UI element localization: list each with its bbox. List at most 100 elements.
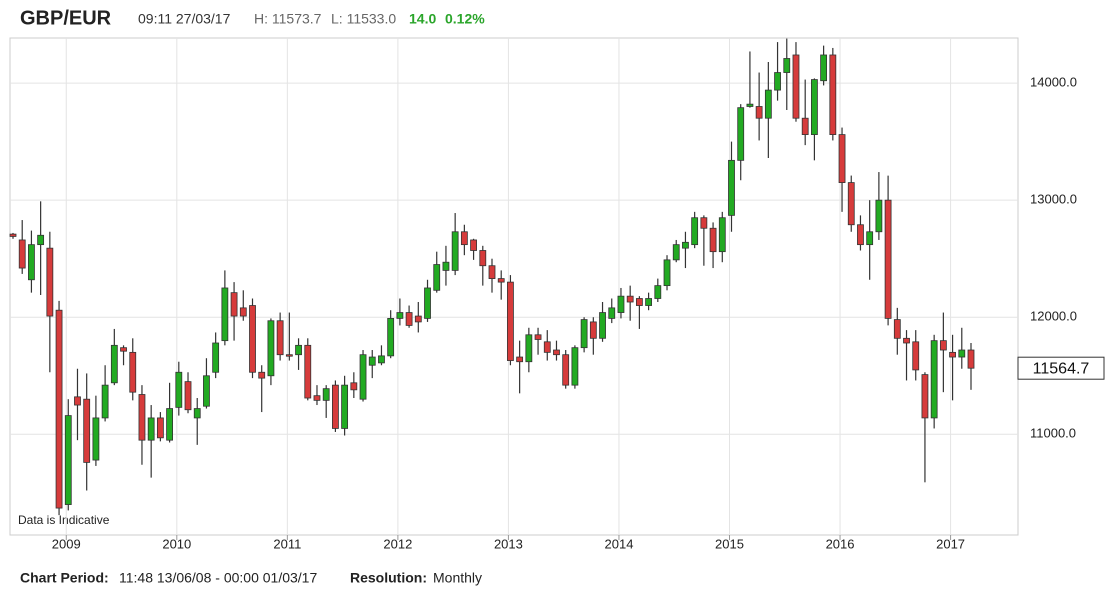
candle-body xyxy=(608,307,616,319)
candle-body xyxy=(101,384,109,419)
candle-body xyxy=(479,250,487,267)
candle-body xyxy=(9,233,17,237)
candle-body xyxy=(737,107,745,161)
y-tick-label: 14000.0 xyxy=(1030,75,1077,90)
candle-body xyxy=(18,239,26,269)
candle-body xyxy=(249,305,256,373)
candle-body xyxy=(156,417,164,439)
candle-body xyxy=(820,54,828,82)
candle-body xyxy=(875,199,883,233)
candle-body xyxy=(64,415,72,505)
candle-body xyxy=(193,408,201,419)
candle-body xyxy=(829,54,837,135)
x-tick-label: 2016 xyxy=(826,536,855,551)
candle-body xyxy=(893,319,901,339)
candle-body xyxy=(930,340,938,419)
candle-body xyxy=(92,417,100,461)
period: 11:48 13/06/08 - 00:00 01/03/17 xyxy=(119,570,317,586)
x-tick-label: 2015 xyxy=(715,536,744,551)
x-tick-label: 2011 xyxy=(273,536,301,551)
candle-body xyxy=(460,231,468,246)
candle-body xyxy=(129,351,137,393)
change: 14.0 xyxy=(409,11,436,27)
candle-body xyxy=(617,295,625,313)
candle-body xyxy=(433,264,441,291)
last-price: 11564.7 xyxy=(1033,360,1090,377)
change-pct: 0.12% xyxy=(445,11,485,27)
candle-body xyxy=(562,354,570,386)
candle-body xyxy=(682,241,689,249)
candle-body xyxy=(28,244,35,281)
candle-body xyxy=(212,342,220,373)
candle-body xyxy=(801,117,809,135)
candle-body xyxy=(534,334,542,340)
candle-body xyxy=(332,384,339,429)
candle-body xyxy=(589,321,597,339)
candle-body xyxy=(322,388,330,401)
candle-body xyxy=(166,408,173,441)
candle-body xyxy=(175,371,183,408)
candle-body xyxy=(285,354,293,357)
candle-body xyxy=(276,320,284,356)
x-tick-label: 2014 xyxy=(605,536,634,551)
x-tick-label: 2017 xyxy=(936,536,965,551)
candle-body xyxy=(378,355,385,364)
annotation: Data is Indicative xyxy=(18,513,110,527)
candle-body xyxy=(138,394,146,441)
plot-frame xyxy=(9,37,1019,536)
candle-body xyxy=(525,334,533,363)
candle-body xyxy=(645,298,652,306)
candle-body xyxy=(580,319,588,349)
candle-body xyxy=(700,217,708,229)
candle-body xyxy=(553,349,560,356)
candle-body xyxy=(746,103,754,107)
candle-body xyxy=(792,54,800,119)
y-tick-label: 12000.0 xyxy=(1030,309,1077,324)
candle-body xyxy=(37,234,45,246)
candle-body xyxy=(866,231,874,246)
high: H: 11573.7 xyxy=(254,11,322,27)
candle-body xyxy=(258,371,266,379)
candle-body xyxy=(838,134,846,183)
candle-body xyxy=(599,312,606,339)
candle-body xyxy=(488,265,496,279)
y-tick-label: 13000.0 xyxy=(1030,192,1077,207)
candle-body xyxy=(811,79,818,135)
candle-body xyxy=(774,72,781,91)
candle-body xyxy=(903,337,910,344)
candle-body xyxy=(230,292,238,317)
candle-body xyxy=(405,312,413,326)
candle-body xyxy=(516,356,524,363)
x-tick-label: 2010 xyxy=(162,536,191,551)
y-tick-label: 11000.0 xyxy=(1030,426,1076,441)
candle-body xyxy=(313,395,321,401)
candle-body xyxy=(635,298,643,306)
candle-body xyxy=(497,278,505,283)
candle-body xyxy=(442,261,450,271)
candle-body xyxy=(359,354,367,400)
candle-body xyxy=(203,375,210,407)
candle-body xyxy=(387,318,395,357)
candle-body xyxy=(368,356,376,366)
x-tick-label: 2012 xyxy=(383,536,412,551)
candle-body xyxy=(120,347,127,352)
candle-body xyxy=(83,398,91,463)
candle-body xyxy=(949,351,956,358)
candle-body xyxy=(847,182,855,226)
candle-body xyxy=(221,287,229,342)
time: 09:11 27/03/17 xyxy=(138,11,231,27)
candle-body xyxy=(424,287,431,319)
x-tick-label: 2013 xyxy=(494,536,523,551)
candle-body xyxy=(341,384,349,429)
candle-body xyxy=(728,159,735,216)
candle-body xyxy=(74,396,81,406)
candle-body xyxy=(718,217,726,253)
resolution-label: Resolution: xyxy=(350,570,427,586)
candle-body xyxy=(184,381,192,411)
candle-body xyxy=(350,382,358,391)
candle-body xyxy=(110,344,118,384)
candle-body xyxy=(396,312,404,319)
candle-body xyxy=(691,217,699,246)
candle-body xyxy=(709,227,717,253)
